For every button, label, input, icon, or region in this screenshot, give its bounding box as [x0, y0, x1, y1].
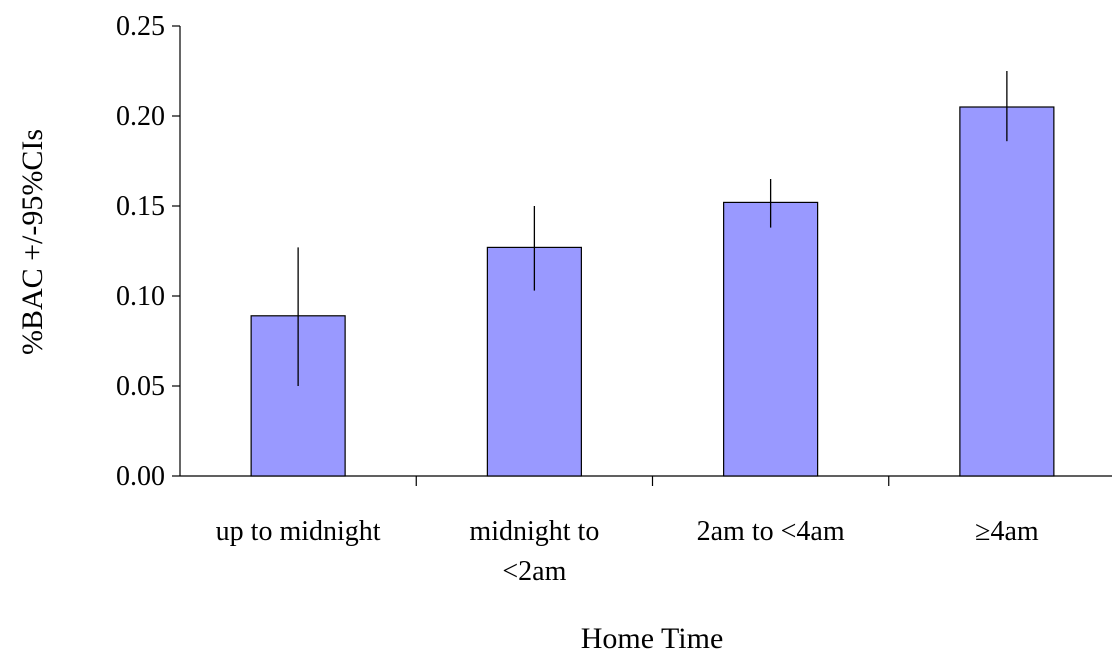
y-tick-label: 0.25 — [116, 11, 165, 42]
y-tick-label: 0.15 — [116, 191, 165, 222]
bar — [959, 106, 1055, 477]
x-tick-label: 2am to <4am — [697, 516, 845, 547]
y-tick-label: 0.00 — [116, 461, 165, 492]
x-tick-label: midnight to — [469, 516, 599, 547]
y-axis-title: %BAC +/-95%CIs — [16, 129, 49, 355]
plot-area: 0.00 0.05 0.10 0.15 0.20 0.25 up to midnight mi… — [116, 11, 1112, 587]
bar — [723, 201, 819, 477]
x-tick-label: <2am — [502, 556, 566, 587]
x-axis-title: Home Time — [581, 622, 724, 653]
x-tick-label: up to midnight — [216, 516, 381, 547]
x-tick-label: ≥4am — [975, 516, 1039, 547]
y-tick-label: 0.05 — [116, 371, 165, 402]
y-tick-label: 0.20 — [116, 101, 165, 132]
y-tick-label: 0.10 — [116, 281, 165, 312]
